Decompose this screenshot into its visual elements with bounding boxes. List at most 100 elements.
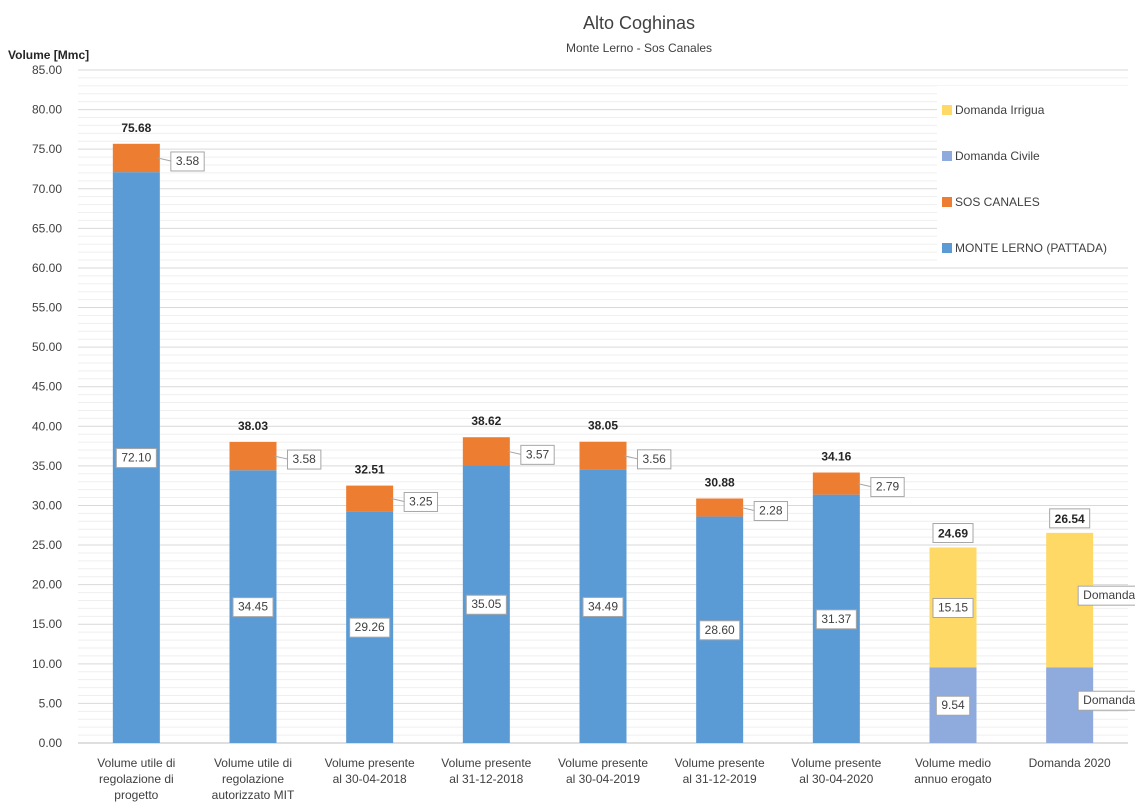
total-label-box <box>932 523 974 544</box>
label-leader <box>391 497 405 502</box>
data-label: 2.28 <box>753 501 789 522</box>
x-category-label: Volume presente al 30-04-2019 <box>558 756 648 786</box>
y-tick-label: 30.00 <box>32 498 62 512</box>
total-label: 34.16 <box>821 450 851 464</box>
data-label-box <box>465 594 507 615</box>
data-label-text: 2.28 <box>759 504 783 518</box>
y-tick-label: 75.00 <box>32 142 62 156</box>
legend-swatch <box>942 243 952 253</box>
data-label-text: 3.25 <box>409 494 433 508</box>
x-category-line: Volume presente <box>325 756 415 770</box>
bar-sos-canales <box>229 441 277 471</box>
total-label-box <box>1049 508 1091 529</box>
x-category-line: Volume presente <box>791 756 881 770</box>
y-tick-label: 15.00 <box>32 617 62 631</box>
x-category-line: regolazione <box>222 772 284 786</box>
data-label-callout: Domanda Irrigua; 17.00 <box>1077 585 1135 606</box>
x-category-line: Domanda 2020 <box>1029 756 1111 770</box>
total-label-text: 24.69 <box>938 527 968 541</box>
data-label: 35.05 <box>465 594 507 615</box>
chart-title: Alto Coghinas <box>583 13 695 33</box>
data-label: 2.79 <box>870 477 905 498</box>
y-tick-label: 45.00 <box>32 380 62 394</box>
data-label-text: 72.10 <box>121 451 151 465</box>
total-label: 38.62 <box>471 414 501 428</box>
x-category-line: Volume presente <box>675 756 765 770</box>
data-label-box <box>932 597 974 618</box>
x-category-label: Volume medio annuo erogato <box>914 756 992 786</box>
total-label: 26.54 <box>1049 508 1091 529</box>
legend-entry: Domanda Irrigua <box>955 103 1045 117</box>
data-label: 9.54 <box>935 695 971 716</box>
data-label-text: 2.79 <box>876 480 900 494</box>
bar-sos-canales <box>579 441 627 470</box>
x-axis-categories: Volume utile di regolazione di progetto Vol… <box>97 756 1111 802</box>
data-label-box <box>753 501 789 522</box>
label-leader <box>857 483 871 488</box>
total-label: 75.68 <box>121 121 151 135</box>
data-label-box <box>520 444 555 465</box>
y-tick-label: 25.00 <box>32 538 62 552</box>
data-label: 3.58 <box>287 449 322 470</box>
x-category-line: al 30-04-2018 <box>333 772 407 786</box>
y-axis-ticks: 0.00 5.00 10.00 15.00 20.00 25.00 30.00 35.00 40… <box>32 63 62 750</box>
data-label-text: 34.45 <box>238 600 268 614</box>
data-label: 72.10 <box>115 448 157 469</box>
data-label-text: 3.58 <box>293 452 317 466</box>
label-leader <box>624 455 638 460</box>
x-category-label: Volume presente al 30-04-2018 <box>325 756 415 786</box>
y-tick-label: 40.00 <box>32 419 62 433</box>
data-label-text: 9.54 <box>941 698 965 712</box>
x-category-label: Volume utile di regolazione di progetto <box>97 756 175 802</box>
total-label: 24.69 <box>932 523 974 544</box>
data-label-box <box>637 449 672 470</box>
data-label-box <box>870 477 905 498</box>
data-label-text: 34.49 <box>588 599 618 613</box>
total-label-text: 26.54 <box>1055 512 1085 526</box>
y-tick-label: 85.00 <box>32 63 62 77</box>
data-label-callout-text: Domanda Civile; 9.54 <box>1083 693 1135 707</box>
data-label-text: 28.60 <box>705 623 735 637</box>
y-tick-label: 10.00 <box>32 657 62 671</box>
legend-swatch <box>942 197 952 207</box>
legend: Domanda Irrigua Domanda Civile SOS CANALES… <box>937 86 1133 264</box>
legend-background <box>937 86 1133 264</box>
data-label-text: 15.15 <box>938 600 968 614</box>
data-label-box <box>935 695 971 716</box>
total-label: 32.51 <box>355 463 385 477</box>
data-label: 3.25 <box>403 491 439 512</box>
x-category-line: al 31-12-2018 <box>449 772 523 786</box>
x-category-label: Volume presente al 31-12-2019 <box>675 756 765 786</box>
data-label-text: 29.26 <box>355 620 385 634</box>
data-label-callout: Domanda Civile; 9.54 <box>1077 690 1135 711</box>
data-label: 3.57 <box>520 444 555 465</box>
x-category-line: al 30-04-2020 <box>799 772 873 786</box>
x-category-label: Volume presente al 30-04-2020 <box>791 756 881 786</box>
bar-sos-canales <box>812 472 860 495</box>
data-label-box <box>815 609 857 630</box>
x-category-label: Domanda 2020 <box>1029 756 1111 770</box>
y-tick-label: 65.00 <box>32 221 62 235</box>
data-label: 31.37 <box>815 609 857 630</box>
data-label: 28.60 <box>699 620 741 641</box>
label-leader <box>274 455 288 460</box>
x-category-line: annuo erogato <box>914 772 992 786</box>
data-label-box <box>699 620 741 641</box>
data-label-callout-box <box>1077 585 1135 606</box>
data-label: 3.58 <box>170 151 205 172</box>
x-category-line: Volume utile di <box>214 756 292 770</box>
y-axis-label: Volume [Mmc] <box>8 48 89 62</box>
x-category-line: progetto <box>114 788 158 802</box>
legend-swatch <box>942 105 952 115</box>
y-tick-label: 60.00 <box>32 261 62 275</box>
x-category-line: Volume presente <box>441 756 531 770</box>
legend-entry: SOS CANALES <box>955 195 1040 209</box>
chart-subtitle: Monte Lerno - Sos Canales <box>566 41 712 55</box>
legend-entry: MONTE LERNO (PATTADA) <box>955 241 1107 255</box>
data-label-box <box>287 449 322 470</box>
legend-swatch <box>942 151 952 161</box>
y-tick-label: 50.00 <box>32 340 62 354</box>
x-category-label: Volume utile di regolazione autorizzato MI… <box>212 756 295 802</box>
y-tick-label: 0.00 <box>39 736 63 750</box>
